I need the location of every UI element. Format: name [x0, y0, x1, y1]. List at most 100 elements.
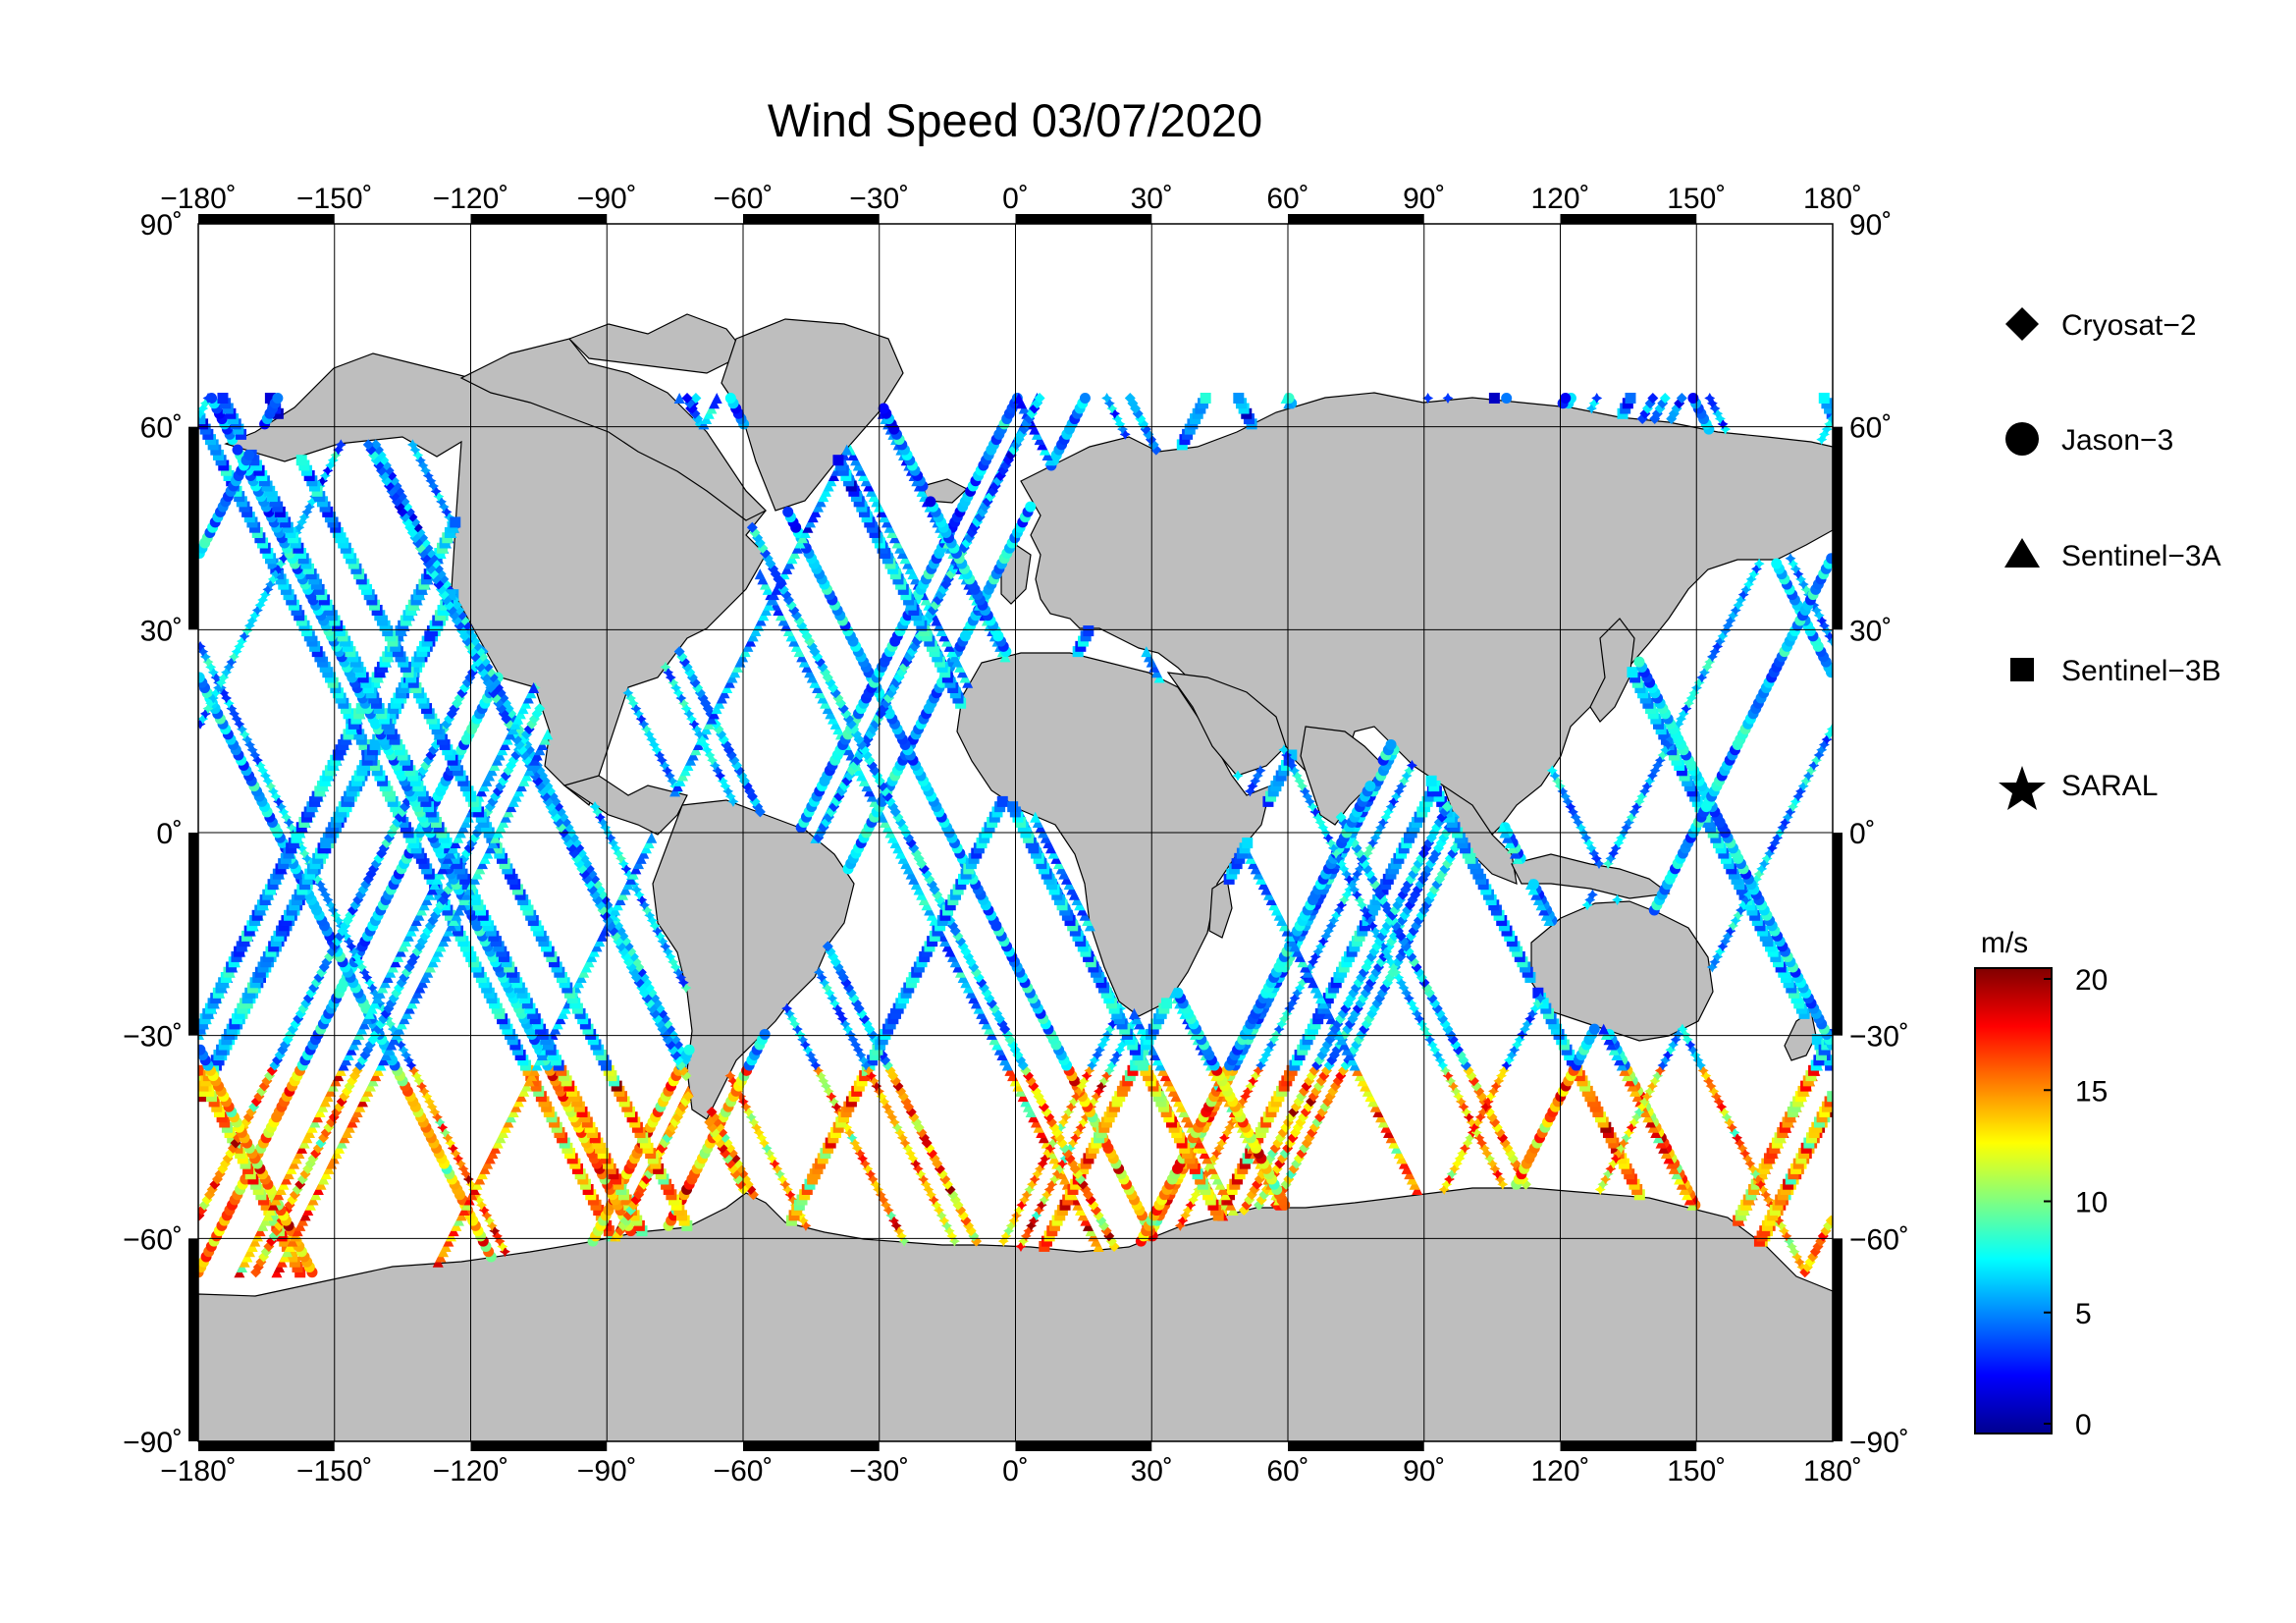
track-point — [1354, 863, 1365, 875]
track-point — [327, 455, 339, 466]
track-point — [1524, 1013, 1536, 1025]
track-point — [1729, 1127, 1740, 1139]
track-point — [1026, 1219, 1038, 1231]
track-point — [243, 620, 255, 631]
track-point — [873, 1183, 884, 1195]
track-point — [617, 858, 629, 870]
track-point — [875, 1189, 886, 1201]
track-point — [1733, 599, 1744, 611]
track-point — [1616, 832, 1628, 843]
track-point — [433, 491, 445, 503]
track-point — [1330, 909, 1342, 921]
track-point — [799, 1039, 811, 1051]
track-point — [1712, 950, 1724, 962]
track-point — [1626, 811, 1637, 823]
track-point — [1046, 1178, 1058, 1190]
track-point — [1584, 893, 1596, 905]
track-point — [438, 501, 450, 513]
track-point — [1740, 893, 1752, 905]
track-point — [1709, 956, 1721, 968]
track-point — [830, 1101, 842, 1112]
track-point — [1792, 790, 1804, 802]
track-point — [786, 1013, 798, 1025]
track-point — [756, 1132, 768, 1144]
track-point — [428, 480, 440, 492]
track-point — [1426, 1039, 1438, 1051]
track-point — [226, 703, 238, 715]
track-point — [1472, 1116, 1484, 1128]
track-point — [1680, 1028, 1691, 1040]
track-point — [1434, 1055, 1446, 1066]
track-point — [1613, 838, 1625, 849]
track-point — [198, 718, 206, 730]
track-point — [1591, 392, 1603, 404]
track-point — [1532, 987, 1544, 999]
track-point — [1522, 1018, 1533, 1030]
track-point — [600, 822, 612, 834]
track-point — [1526, 1007, 1538, 1019]
track-point — [1237, 1096, 1249, 1108]
track-point — [270, 790, 282, 802]
track-point — [1252, 770, 1263, 782]
track-point — [1309, 950, 1321, 962]
track-point — [265, 578, 277, 590]
track-point — [1098, 1075, 1110, 1087]
track-point — [1493, 1075, 1505, 1087]
track-point — [1687, 392, 1699, 404]
track-point — [1443, 1173, 1455, 1185]
track-point — [363, 977, 375, 989]
track-point — [1771, 558, 1783, 569]
track-point — [273, 795, 285, 807]
track-point — [769, 1158, 780, 1169]
track-point — [1411, 1007, 1422, 1019]
track-point — [1706, 651, 1718, 663]
track-point — [651, 744, 663, 756]
track-point — [1039, 1194, 1050, 1206]
track-point — [295, 516, 307, 528]
track-point — [1357, 899, 1368, 911]
track-point — [1349, 884, 1361, 895]
track-point — [1610, 1153, 1622, 1164]
track-point — [1429, 1044, 1441, 1055]
track-point — [1646, 770, 1658, 782]
track-point — [1736, 1142, 1748, 1154]
track-point — [202, 703, 214, 715]
track-point — [1341, 868, 1353, 880]
track-point — [1025, 501, 1037, 513]
track-point — [1780, 816, 1791, 828]
track-point — [478, 1205, 490, 1217]
track-point — [241, 733, 253, 745]
track-point — [1788, 558, 1799, 569]
track-point — [1824, 630, 1833, 642]
track-point — [841, 1121, 853, 1133]
track-point — [1240, 1091, 1252, 1103]
track-point — [199, 708, 211, 720]
track-point — [1557, 785, 1569, 797]
track-point — [254, 599, 266, 611]
track-point — [887, 1215, 899, 1226]
track-point — [1312, 946, 1324, 957]
track-point — [1286, 760, 1298, 772]
track-point — [1636, 1101, 1648, 1112]
track-point — [882, 1205, 894, 1217]
track-point — [1119, 428, 1131, 440]
track-point — [1036, 1199, 1047, 1211]
track-point — [1789, 563, 1801, 574]
track-point — [1488, 392, 1500, 404]
track-point — [1588, 847, 1600, 859]
track-point — [1816, 434, 1828, 446]
track-point — [1343, 873, 1355, 885]
track-point — [1335, 811, 1347, 823]
track-point — [1067, 1137, 1079, 1149]
track-point — [1091, 1091, 1102, 1103]
track-point — [1297, 781, 1308, 792]
track-point — [782, 506, 794, 517]
track-point — [1289, 993, 1301, 1004]
track-point — [303, 501, 315, 513]
track-point — [1294, 775, 1306, 786]
track-point — [1088, 1096, 1099, 1108]
track-point — [1023, 1225, 1035, 1237]
track-point — [198, 407, 206, 419]
track-point — [862, 1163, 874, 1174]
track-point — [1722, 620, 1734, 631]
